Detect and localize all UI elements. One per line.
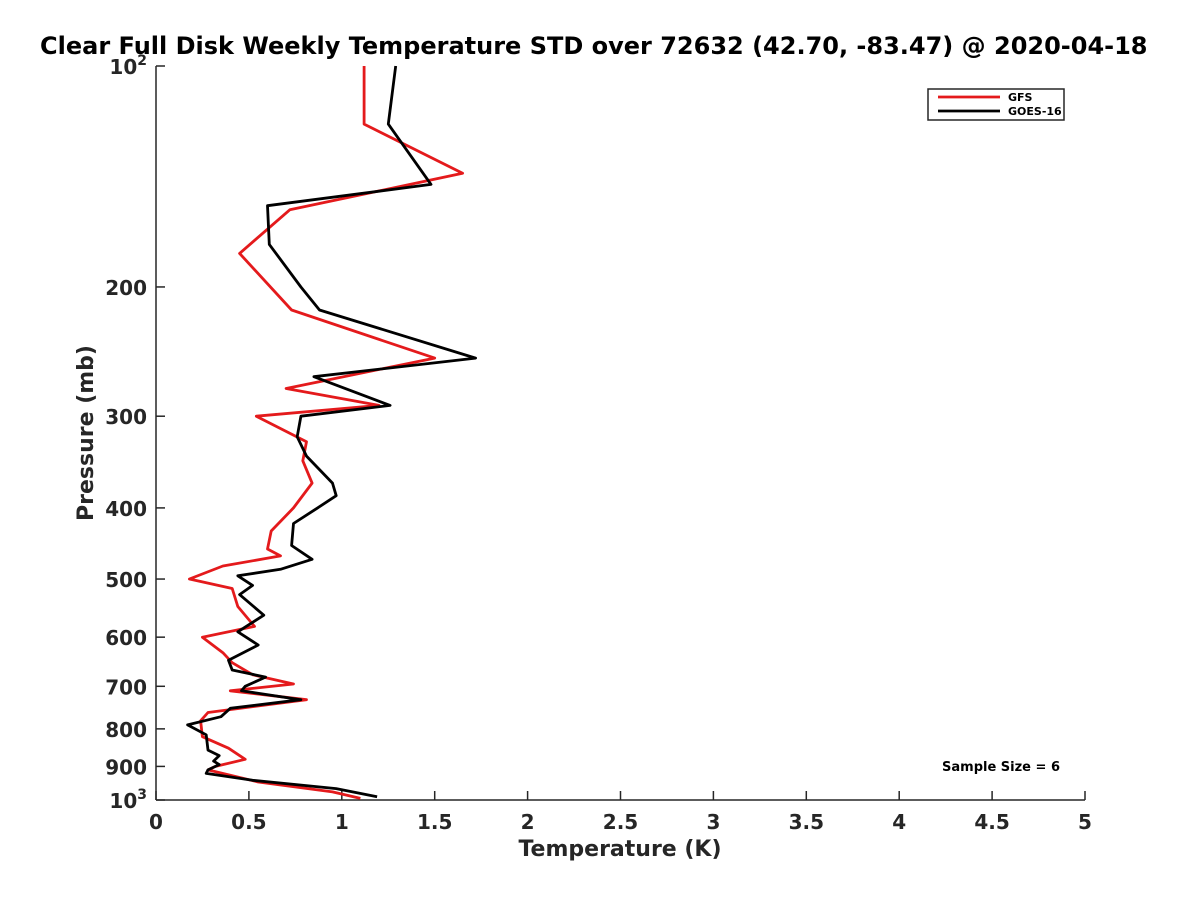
x-tick-label: 1.5 [417,810,452,834]
y-tick-label: 600 [105,626,147,650]
x-tick-label: 0 [149,810,163,834]
y-tick-label: 500 [105,568,147,592]
axes: 0 0.5 1 1.5 2 2.5 3 3.5 4 4.5 51022003004005006007… [105,53,1092,834]
y-tick-label: 800 [105,718,147,742]
series-line-gfs [187,66,465,800]
x-tick-label: 1 [335,810,349,834]
legend-label: GFS [1008,91,1033,104]
y-tick-label: 400 [105,497,147,521]
y-tick-label: 700 [105,675,147,699]
y-tick-label: 300 [105,405,147,429]
y-tick-label: 103 [109,787,147,813]
legend-box [927,88,1065,121]
x-tick-label: 5 [1078,810,1092,834]
x-tick-label: 2 [521,810,535,834]
x-tick-label: 4.5 [974,810,1009,834]
y-tick-label: 200 [105,276,147,300]
y-tick-label-base: 10 [109,789,137,813]
series-line-goes-16 [186,65,478,799]
series-layer [186,65,478,800]
y-axis-label: Pressure (mb) [74,345,99,521]
legend-label: GOES-16 [1008,105,1062,118]
y-tick-label: 900 [105,755,147,779]
x-tick-label: 3.5 [789,810,824,834]
x-tick-label: 4 [892,810,906,834]
x-tick-label: 3 [706,810,720,834]
y-tick-label-base: 10 [109,55,137,79]
x-axis-label: Temperature (K) [518,837,721,862]
y-tick-label-exponent: 3 [137,787,147,803]
y-tick-label: 102 [109,53,147,79]
sample-size-annotation: Sample Size = 6 [942,760,1060,775]
y-tick-label-exponent: 2 [137,53,147,69]
x-tick-label: 0.5 [231,810,266,834]
x-tick-label: 2.5 [603,810,638,834]
chart-title: Clear Full Disk Weekly Temperature STD o… [40,32,1148,60]
